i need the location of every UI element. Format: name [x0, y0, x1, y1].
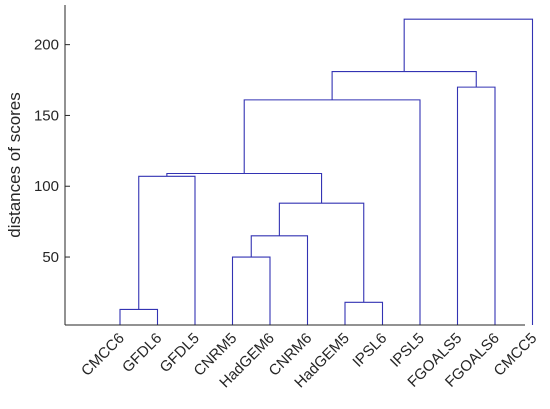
- dendrogram-links: [119, 18, 534, 325]
- y-ticks: 50 100 150 200: [34, 37, 70, 266]
- y-tick-label: 200: [34, 37, 59, 54]
- leaf-label: GFDL6: [119, 330, 165, 376]
- y-axis-label: distances of scores: [5, 92, 24, 238]
- leaf-label: CMCC6: [78, 330, 128, 380]
- y-tick-label: 150: [34, 107, 59, 124]
- dendrogram-link: [331, 70, 477, 100]
- leaf-label: IPSL6: [349, 330, 390, 371]
- axes: [64, 5, 525, 326]
- dendrogram-link: [166, 172, 323, 204]
- y-tick-label: 50: [42, 249, 59, 266]
- dendrogram-link: [456, 86, 496, 325]
- y-tick-label: 100: [34, 178, 59, 195]
- dendrogram-link: [231, 256, 271, 325]
- dendrogram-link: [344, 301, 384, 325]
- dendrogram-link: [243, 99, 421, 325]
- dendrogram-link: [403, 18, 534, 325]
- dendrogram-link: [278, 202, 365, 303]
- dendrogram-link: [119, 308, 159, 325]
- leaf-labels: CMCC6GFDL6GFDL5CNRM5HadGEM6CNRM6HadGEM5I…: [78, 330, 540, 392]
- dendrogram-link: [138, 175, 196, 325]
- dendrogram-link: [250, 235, 309, 325]
